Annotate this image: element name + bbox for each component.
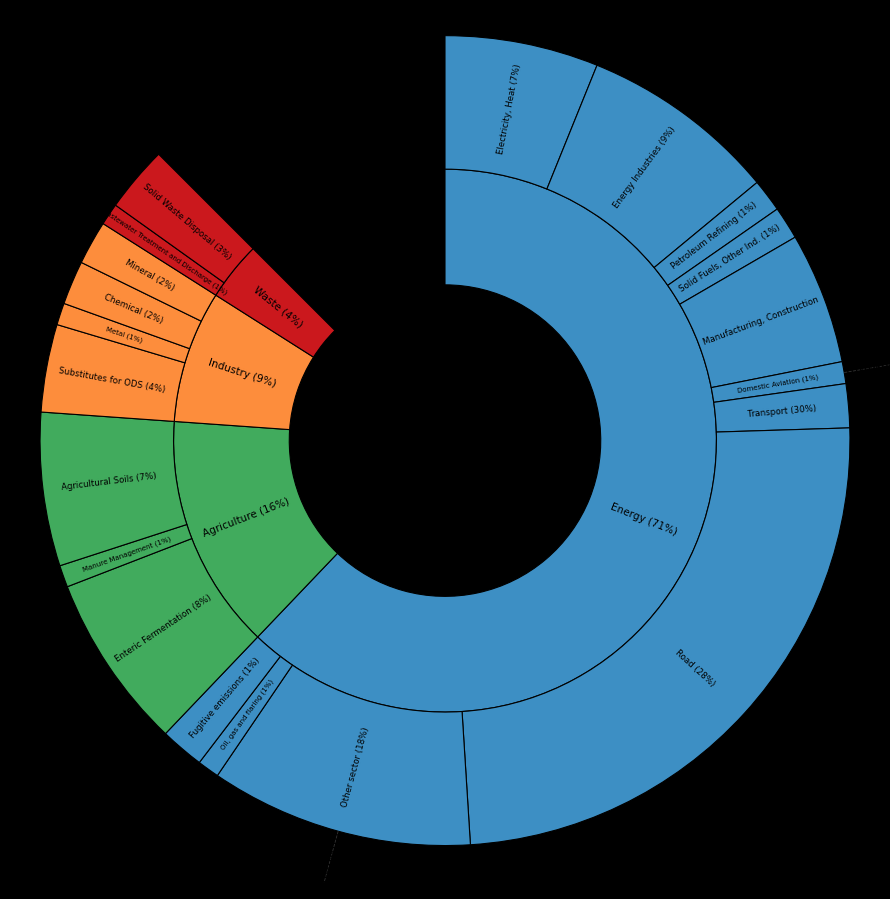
Wedge shape [166,637,280,762]
Wedge shape [668,209,795,304]
Text: Enteric Fermentation (8%): Enteric Fermentation (8%) [114,593,214,663]
Wedge shape [103,205,224,295]
Wedge shape [654,182,777,285]
Wedge shape [64,263,201,349]
Wedge shape [174,422,337,637]
Text: Other sector (18%): Other sector (18%) [306,850,337,899]
Wedge shape [199,656,293,776]
Wedge shape [680,237,842,387]
Text: Metal (1%): Metal (1%) [105,325,143,344]
Text: Mineral (2%): Mineral (2%) [124,258,176,293]
Wedge shape [257,169,716,712]
Text: Domestic Aviation (1%): Domestic Aviation (1%) [738,374,820,394]
Text: Domestic Aviation (1%): Domestic Aviation (1%) [855,349,890,375]
Wedge shape [40,412,187,565]
Text: Wastewater Treatment and Discharge (1%): Wastewater Treatment and Discharge (1%) [101,207,229,297]
Text: Agricultural Soils (7%): Agricultural Soils (7%) [61,471,158,492]
Wedge shape [68,539,257,734]
Text: Solid Fuels, Other Ind. (1%): Solid Fuels, Other Ind. (1%) [678,223,782,294]
Text: Substitutes for ODS (4%): Substitutes for ODS (4%) [58,366,166,394]
Text: Energy (71%): Energy (71%) [609,503,678,538]
Text: Industry (9%): Industry (9%) [207,358,278,389]
Wedge shape [57,304,190,363]
Wedge shape [60,524,192,587]
Wedge shape [462,428,850,845]
Wedge shape [174,295,313,430]
Wedge shape [217,665,471,846]
Wedge shape [116,155,253,283]
Wedge shape [81,224,215,321]
Text: Other sector (18%): Other sector (18%) [341,725,371,808]
Text: Oil, gas and flaring (1%): Oil, gas and flaring (1%) [220,679,275,752]
Wedge shape [215,249,335,357]
Text: Transport (30%): Transport (30%) [748,404,817,419]
Text: Road (28%): Road (28%) [674,648,716,689]
Text: Waste (4%): Waste (4%) [252,284,304,330]
Text: Petroleum Refining (1%): Petroleum Refining (1%) [670,200,759,271]
Wedge shape [445,36,597,189]
Text: Electricity, Heat (7%): Electricity, Heat (7%) [497,63,523,155]
Wedge shape [547,66,757,268]
Text: Manure Management (1%): Manure Management (1%) [81,535,172,573]
Text: Manufacturing, Construction: Manufacturing, Construction [702,295,821,347]
Wedge shape [41,325,185,422]
Text: Agriculture (16%): Agriculture (16%) [201,496,290,539]
Wedge shape [711,361,846,403]
Text: Fugitive emissions (1%): Fugitive emissions (1%) [189,655,263,740]
Wedge shape [714,384,850,432]
Text: Energy Industries (9%): Energy Industries (9%) [612,125,677,210]
Text: Solid Waste Disposal (3%): Solid Waste Disposal (3%) [142,182,233,262]
Text: Chemical (2%): Chemical (2%) [102,292,165,325]
